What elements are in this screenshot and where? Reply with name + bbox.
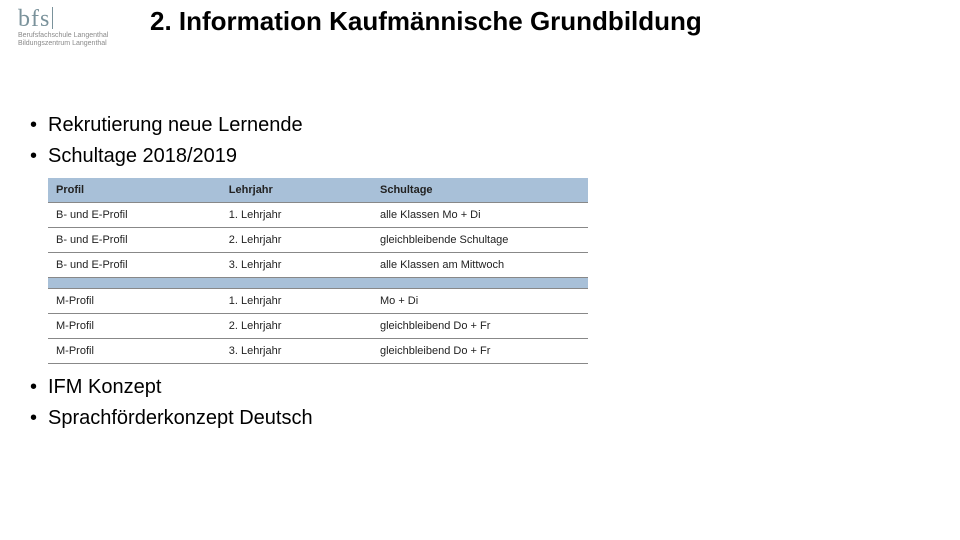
table-cell: 2. Lehrjahr: [221, 228, 372, 253]
logo-text: bfs: [18, 6, 50, 32]
slide: bfs Berufsfachschule Langenthal Bildungs…: [0, 0, 960, 540]
table-cell: M-Profil: [48, 289, 221, 314]
table-cell: Mo + Di: [372, 289, 588, 314]
bullet-item: Rekrutierung neue Lernende: [30, 112, 910, 139]
table-row: B- und E-Profil 3. Lehrjahr alle Klassen…: [48, 253, 588, 278]
table-cell: gleichbleibend Do + Fr: [372, 314, 588, 339]
logo-bar: [52, 7, 53, 29]
table-row: M-Profil 2. Lehrjahr gleichbleibend Do +…: [48, 314, 588, 339]
table-cell: alle Klassen am Mittwoch: [372, 253, 588, 278]
table-cell: 1. Lehrjahr: [221, 203, 372, 228]
table-cell: B- und E-Profil: [48, 203, 221, 228]
table-header-cell: Schultage: [372, 178, 588, 203]
table-header-row: Profil Lehrjahr Schultage: [48, 178, 588, 203]
table-cell: B- und E-Profil: [48, 253, 221, 278]
logo-sub-line2: Bildungszentrum Langenthal: [18, 40, 108, 48]
table-spacer-cell: [48, 278, 588, 289]
bullet-item: Sprachförderkonzept Deutsch: [30, 405, 910, 432]
bullet-item: Schultage 2018/2019: [30, 143, 910, 170]
schedule-table: Profil Lehrjahr Schultage B- und E-Profi…: [48, 178, 588, 364]
page-title: 2. Information Kaufmännische Grundbildun…: [150, 6, 702, 37]
table-header-cell: Profil: [48, 178, 221, 203]
bullet-item: IFM Konzept: [30, 374, 910, 401]
table-cell: 3. Lehrjahr: [221, 339, 372, 364]
table-cell: 3. Lehrjahr: [221, 253, 372, 278]
content-area: Rekrutierung neue Lernende Schultage 201…: [30, 108, 910, 436]
table-cell: M-Profil: [48, 314, 221, 339]
table-cell: 1. Lehrjahr: [221, 289, 372, 314]
schedule-table-wrap: Profil Lehrjahr Schultage B- und E-Profi…: [48, 178, 588, 364]
table-cell: alle Klassen Mo + Di: [372, 203, 588, 228]
logo: bfs: [18, 6, 55, 33]
table-row: B- und E-Profil 2. Lehrjahr gleichbleibe…: [48, 228, 588, 253]
logo-subtitle: Berufsfachschule Langenthal Bildungszent…: [18, 32, 108, 49]
table-cell: B- und E-Profil: [48, 228, 221, 253]
table-row: B- und E-Profil 1. Lehrjahr alle Klassen…: [48, 203, 588, 228]
table-spacer-row: [48, 278, 588, 289]
table-row: M-Profil 1. Lehrjahr Mo + Di: [48, 289, 588, 314]
table-cell: gleichbleibend Do + Fr: [372, 339, 588, 364]
table-header-cell: Lehrjahr: [221, 178, 372, 203]
table-row: M-Profil 3. Lehrjahr gleichbleibend Do +…: [48, 339, 588, 364]
table-cell: gleichbleibende Schultage: [372, 228, 588, 253]
logo-sub-line1: Berufsfachschule Langenthal: [18, 32, 108, 40]
table-cell: M-Profil: [48, 339, 221, 364]
table-cell: 2. Lehrjahr: [221, 314, 372, 339]
